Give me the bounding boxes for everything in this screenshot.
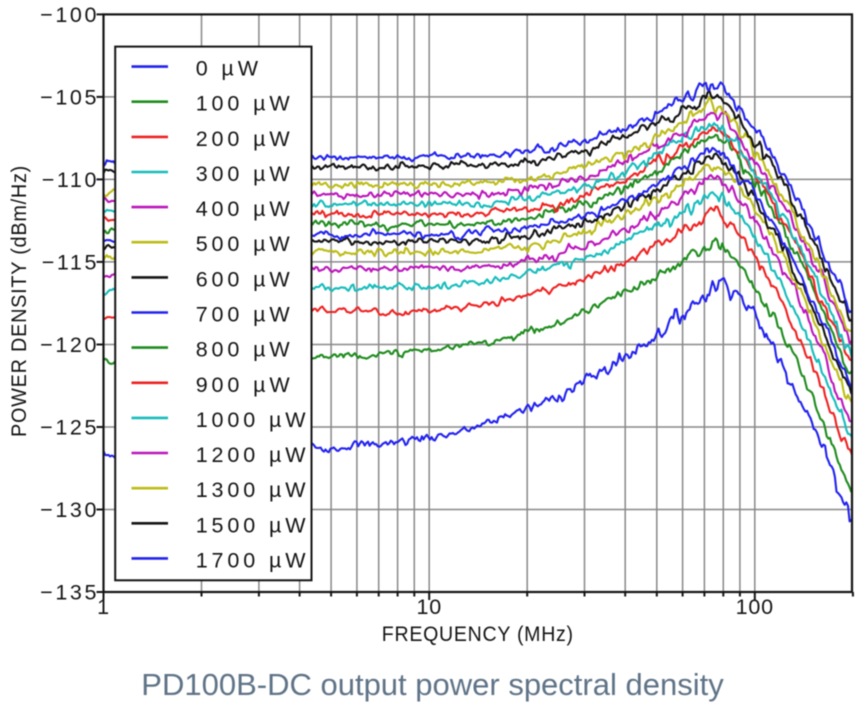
svg-text:100 µW: 100 µW bbox=[196, 92, 294, 116]
svg-text:−130: −130 bbox=[40, 498, 99, 522]
svg-text:400 µW: 400 µW bbox=[196, 197, 294, 221]
svg-text:1: 1 bbox=[97, 595, 110, 619]
svg-text:−120: −120 bbox=[40, 333, 99, 357]
svg-text:−105: −105 bbox=[40, 86, 99, 110]
svg-text:−100: −100 bbox=[40, 3, 99, 27]
svg-text:POWER DENSITY (dBm/Hz): POWER DENSITY (dBm/Hz) bbox=[7, 165, 31, 437]
svg-text:1200 µW: 1200 µW bbox=[196, 443, 310, 467]
svg-text:100: 100 bbox=[736, 595, 774, 619]
svg-text:300 µW: 300 µW bbox=[196, 162, 294, 186]
svg-text:FREQUENCY (MHz): FREQUENCY (MHz) bbox=[382, 622, 574, 646]
svg-text:900 µW: 900 µW bbox=[196, 373, 294, 397]
svg-text:500 µW: 500 µW bbox=[196, 232, 294, 256]
svg-text:1000 µW: 1000 µW bbox=[196, 408, 310, 432]
svg-text:−115: −115 bbox=[42, 251, 99, 275]
svg-text:200 µW: 200 µW bbox=[196, 127, 294, 151]
svg-text:−135: −135 bbox=[40, 581, 99, 605]
svg-text:1300 µW: 1300 µW bbox=[196, 478, 310, 502]
svg-text:800 µW: 800 µW bbox=[196, 338, 294, 362]
svg-text:10: 10 bbox=[416, 595, 442, 619]
svg-text:1700 µW: 1700 µW bbox=[196, 548, 310, 572]
svg-text:1500 µW: 1500 µW bbox=[196, 513, 310, 537]
svg-text:−110: −110 bbox=[42, 168, 99, 192]
svg-text:600 µW: 600 µW bbox=[196, 267, 294, 291]
svg-text:700 µW: 700 µW bbox=[196, 303, 294, 327]
svg-text:−125: −125 bbox=[40, 416, 99, 440]
svg-text:0 µW: 0 µW bbox=[196, 57, 262, 81]
